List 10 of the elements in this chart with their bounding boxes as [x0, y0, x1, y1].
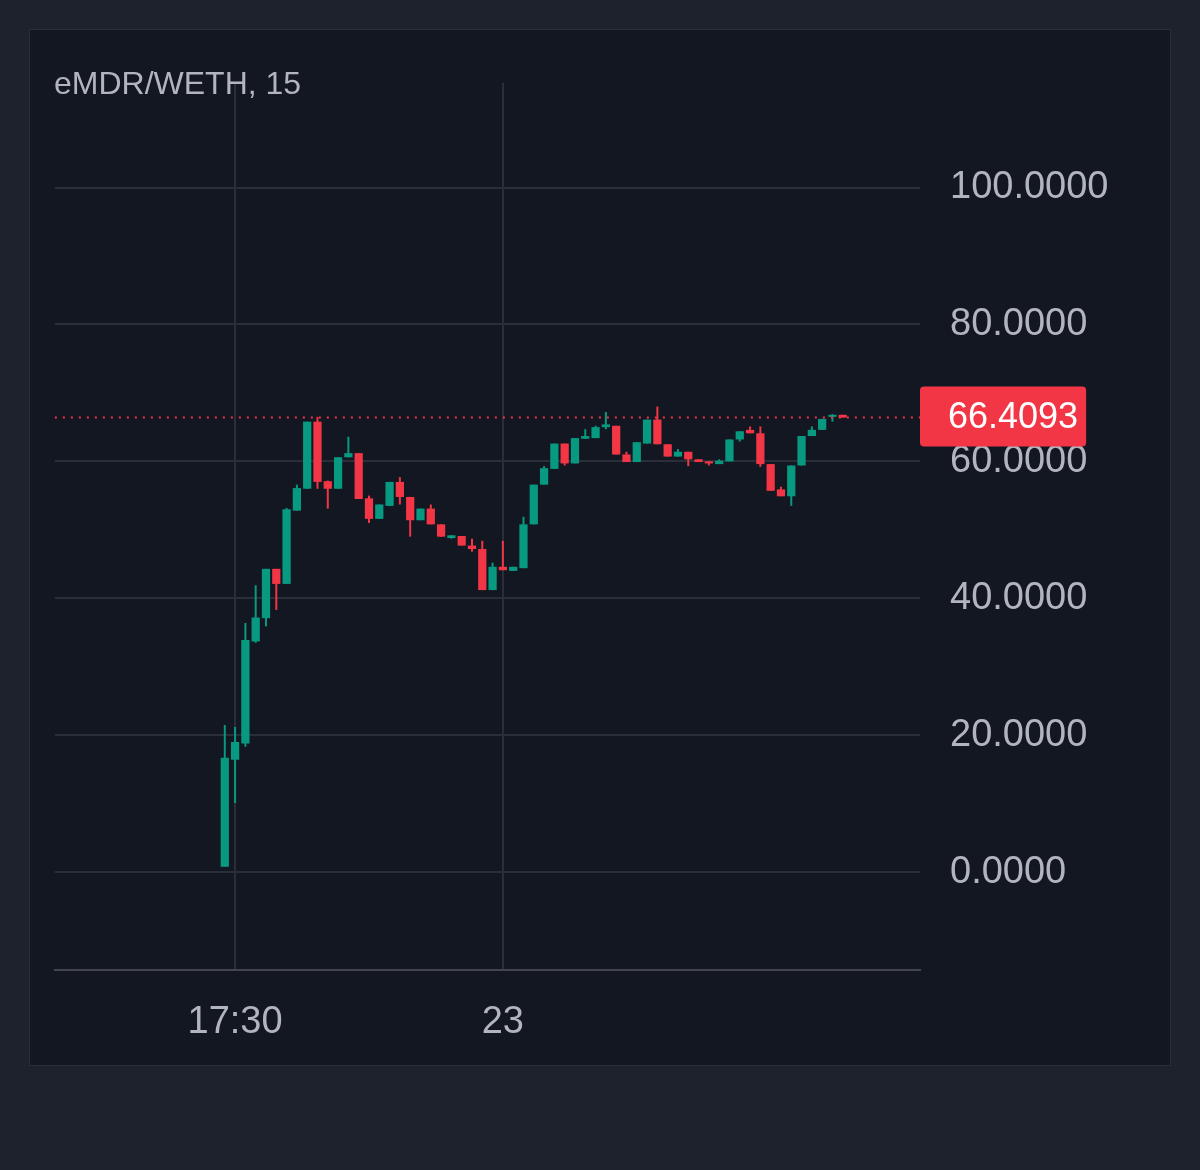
y-tick-label: 100.0000 — [950, 164, 1109, 207]
y-tick-label: 60.0000 — [950, 437, 1088, 480]
x-tick-label: 23 — [481, 999, 525, 1042]
chart-title: eMDR/WETH, 15 — [54, 65, 302, 101]
y-tick-label: 40.0000 — [950, 574, 1088, 617]
y-tick-label: 20.0000 — [950, 711, 1088, 754]
x-tick-label: 17:30 — [187, 999, 283, 1042]
ref-line-label: 66.4093 — [948, 395, 1079, 437]
y-tick-label: 0.0000 — [950, 848, 1067, 891]
y-tick-label: 80.0000 — [950, 300, 1088, 343]
